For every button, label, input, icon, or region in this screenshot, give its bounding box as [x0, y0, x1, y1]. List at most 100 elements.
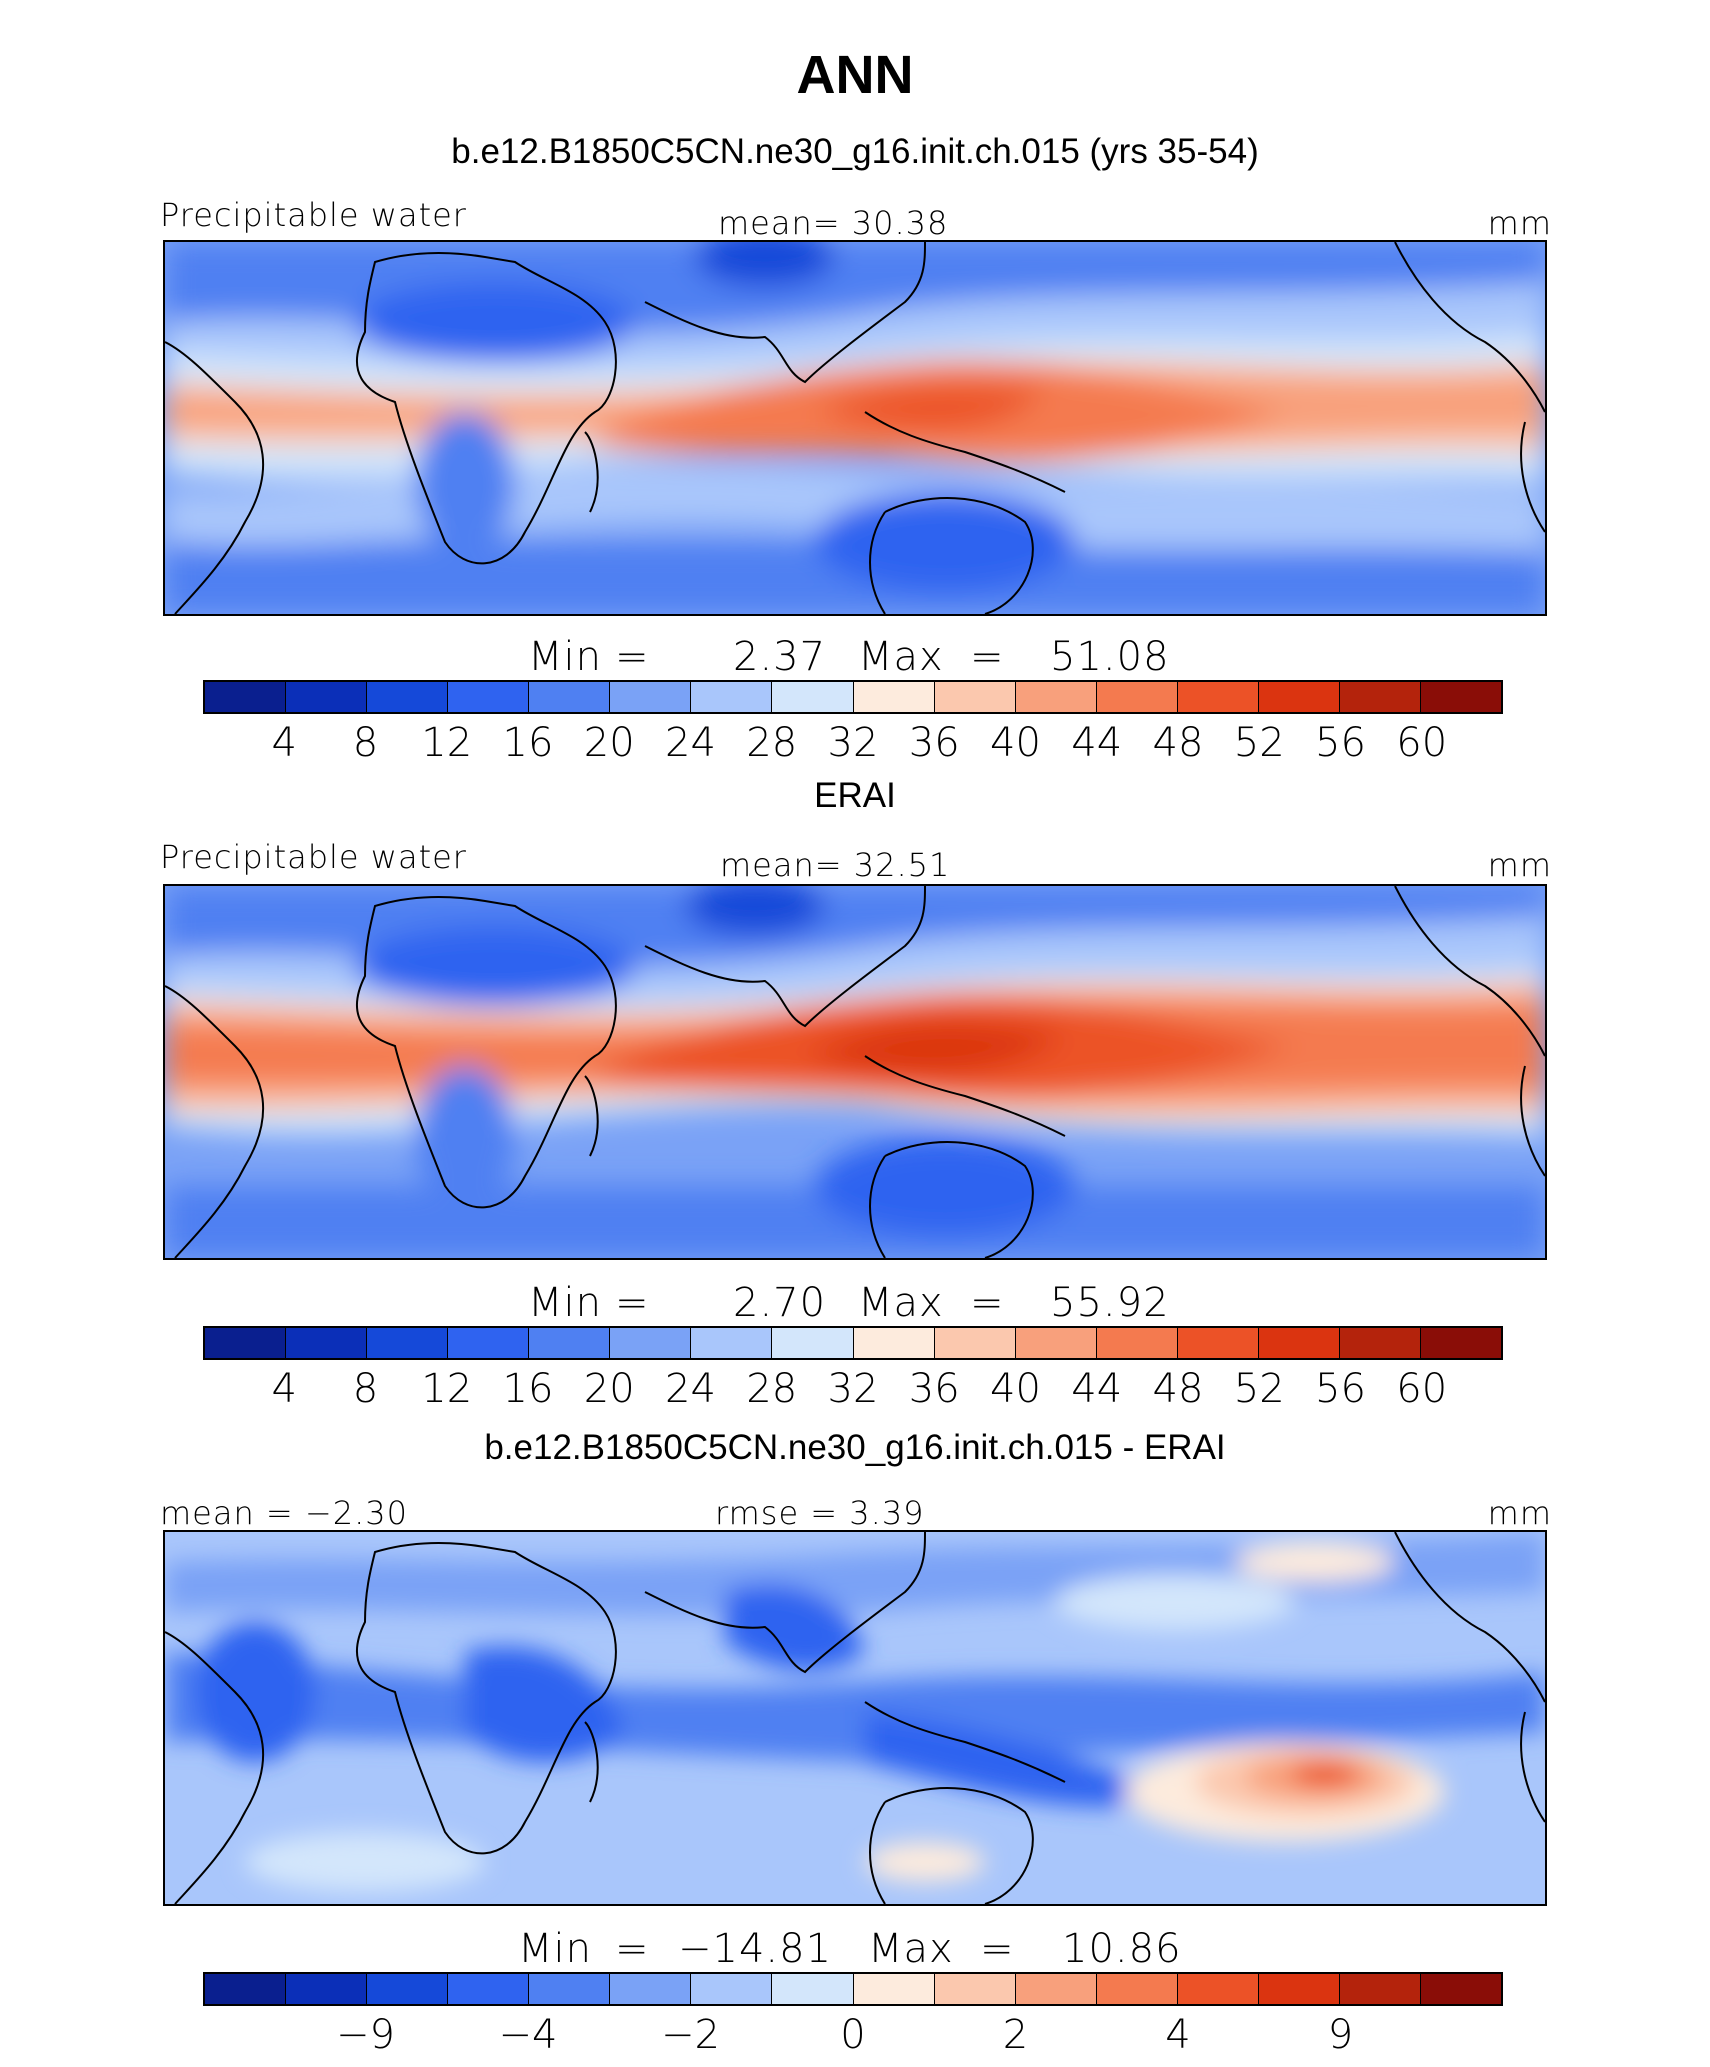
panel-1-mean-label: mean= 30.38 [718, 204, 949, 242]
colorbar-swatch [1015, 1328, 1097, 1358]
colorbar-tick-label: −9 [336, 2012, 395, 2058]
colorbar-tick-label: 32 [827, 1366, 879, 1412]
panel-3-field-plot [165, 1532, 1545, 1904]
colorbar-swatch [1096, 1328, 1178, 1358]
panel-3-max-label: Max [868, 1926, 954, 1972]
colorbar-swatch [1258, 682, 1340, 712]
colorbar-tick-label: 44 [1071, 1366, 1123, 1412]
colorbar-swatch [610, 1328, 692, 1358]
panel-3-mean-label: mean = −2.30 [160, 1494, 408, 1532]
panel-3-coastlines [165, 1532, 1545, 1904]
colorbar-tick-label: 60 [1396, 1366, 1448, 1412]
panel-2-units: mm [1487, 846, 1552, 884]
colorbar-swatch [934, 1974, 1016, 2004]
colorbar-swatch [1339, 1328, 1421, 1358]
panel-3-min-eq: = [615, 1926, 650, 1972]
colorbar-tick-label: 20 [583, 720, 635, 766]
colorbar-tick-label: 20 [583, 1366, 635, 1412]
panel-3-units: mm [1487, 1494, 1552, 1532]
colorbar-swatch [205, 682, 287, 712]
panel-3-max-eq: = [980, 1926, 1015, 1972]
colorbar-tick-label: −2 [661, 2012, 720, 2058]
colorbar-tick-label: 12 [421, 1366, 473, 1412]
colorbar-tick-label: −4 [498, 2012, 558, 2058]
colorbar-tick-label: 4 [1165, 2012, 1191, 2058]
colorbar-swatch [529, 1974, 611, 2004]
panel-3-max-value: 10.86 [1062, 1926, 1182, 1972]
colorbar-tick-label: 32 [827, 720, 879, 766]
panel-3-title: b.e12.B1850C5CN.ne30_g16.init.ch.015 - E… [484, 1428, 1226, 1467]
colorbar-swatch [448, 1328, 530, 1358]
panel-2-map [163, 884, 1547, 1260]
colorbar-tick-label: 24 [665, 720, 716, 766]
colorbar-swatch [1420, 682, 1501, 712]
colorbar-swatch [610, 1974, 692, 2004]
colorbar-swatch [772, 1328, 854, 1358]
panel-1-max-eq: = [970, 634, 1005, 680]
colorbar-tick-label: 28 [746, 1366, 798, 1412]
panel-3-min-value: −14.81 [678, 1926, 833, 1972]
colorbar-swatch [1096, 1974, 1178, 2004]
panel-2-coastlines [165, 886, 1545, 1258]
colorbar-swatch [367, 1328, 449, 1358]
panel-1-units: mm [1487, 204, 1552, 242]
colorbar-tick-label: 0 [840, 2012, 866, 2058]
panel-1-field-plot [165, 242, 1545, 614]
colorbar-swatch [772, 1974, 854, 2004]
figure-title: ANN [796, 45, 914, 105]
colorbar-tick-label: 56 [1315, 720, 1366, 766]
colorbar-swatch [205, 1328, 287, 1358]
colorbar-swatch [853, 1974, 935, 2004]
colorbar-swatch [367, 682, 449, 712]
colorbar-tick-label: 12 [421, 720, 473, 766]
colorbar-tick-label: 9 [1327, 2012, 1354, 2058]
colorbar-tick-label: 2 [1002, 2012, 1029, 2058]
panel-2-variable-label: Precipitable water [160, 838, 467, 876]
colorbar-swatch [853, 1328, 935, 1358]
colorbar-swatch [1258, 1328, 1340, 1358]
panel-1-coastlines [165, 242, 1545, 614]
panel-2-max-value: 55.92 [1050, 1280, 1170, 1326]
colorbar-tick-label: 52 [1233, 1366, 1285, 1412]
panel-2-max-label: Max [858, 1280, 944, 1326]
panel-1-colorbar [203, 680, 1503, 714]
colorbar-swatch [1015, 682, 1097, 712]
panel-1-variable-label: Precipitable water [160, 196, 467, 234]
colorbar-tick-label: 4 [271, 720, 297, 766]
colorbar-swatch [610, 682, 692, 712]
panel-3-map [163, 1530, 1547, 1906]
colorbar-tick-label: 48 [1152, 720, 1204, 766]
colorbar-swatch [1339, 1974, 1421, 2004]
colorbar-swatch [934, 682, 1016, 712]
panel-2-title: ERAI [814, 776, 896, 815]
panel-3-rmse-label: rmse = 3.39 [715, 1494, 925, 1532]
colorbar-swatch [529, 682, 611, 712]
panel-2-min-value: 2.70 [733, 1280, 827, 1326]
colorbar-swatch [205, 1974, 287, 2004]
colorbar-swatch [691, 1974, 773, 2004]
colorbar-tick-label: 4 [271, 1366, 297, 1412]
colorbar-swatch [691, 1328, 773, 1358]
colorbar-swatch [448, 682, 530, 712]
panel-2-min-label: Min [528, 1280, 602, 1326]
colorbar-tick-label: 36 [908, 1366, 960, 1412]
colorbar-tick-label: 48 [1152, 1366, 1204, 1412]
colorbar-swatch [1420, 1974, 1501, 2004]
colorbar-swatch [1339, 682, 1421, 712]
colorbar-swatch [1420, 1328, 1501, 1358]
colorbar-tick-label: 24 [665, 1366, 716, 1412]
panel-2-max-eq: = [970, 1280, 1005, 1326]
panel-1-max-label: Max [858, 634, 944, 680]
colorbar-swatch [1015, 1974, 1097, 2004]
colorbar-swatch [772, 682, 854, 712]
colorbar-tick-label: 56 [1315, 1366, 1366, 1412]
colorbar-tick-label: 8 [352, 720, 379, 766]
colorbar-swatch [934, 1328, 1016, 1358]
panel-3-colorbar [203, 1972, 1503, 2006]
panel-1-title: b.e12.B1850C5CN.ne30_g16.init.ch.015 (yr… [451, 132, 1259, 171]
colorbar-swatch [286, 1328, 368, 1358]
colorbar-tick-label: 16 [502, 720, 554, 766]
colorbar-tick-label: 8 [352, 1366, 379, 1412]
colorbar-tick-label: 16 [502, 1366, 554, 1412]
colorbar-tick-label: 60 [1396, 720, 1448, 766]
